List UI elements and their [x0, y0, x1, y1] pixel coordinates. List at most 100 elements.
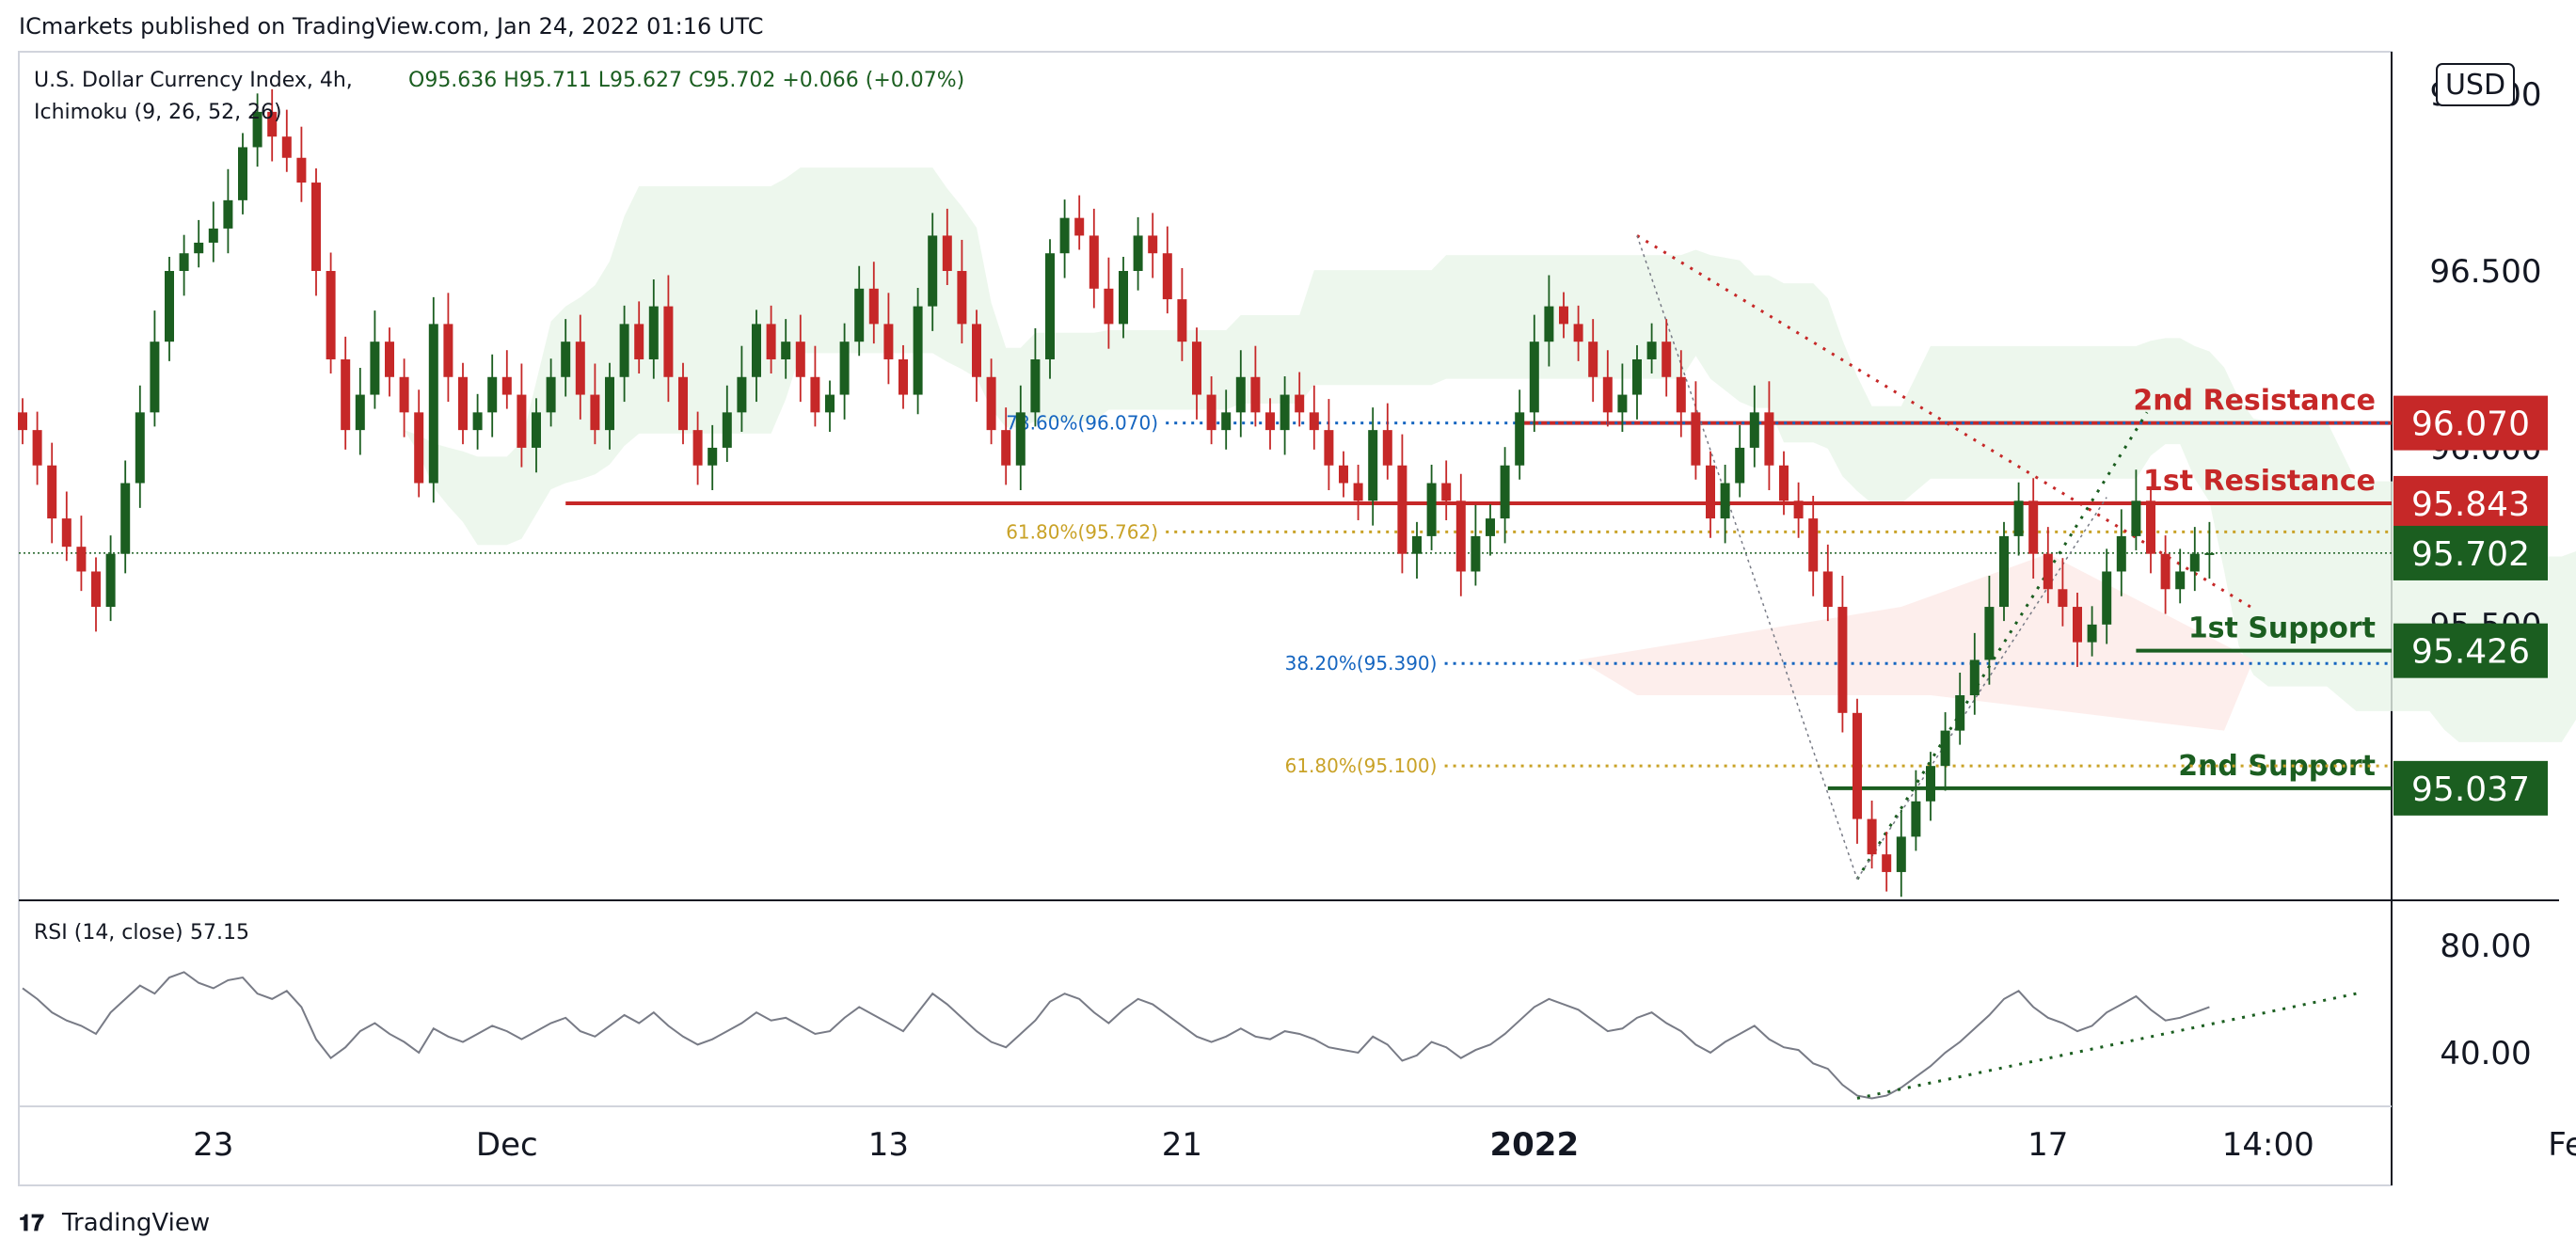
fib-label-0: 78.60%(96.070) [1006, 412, 1158, 435]
candle-body-58 [868, 288, 879, 325]
candle-body-37 [561, 342, 571, 377]
candle-body-108 [1602, 376, 1613, 413]
candle-body-48 [722, 412, 732, 448]
price-tags: 96.070 95.843 95.702 95.426 95.037 [2393, 395, 2548, 816]
candle-body-122 [1808, 518, 1819, 572]
candle-body-75 [1119, 271, 1128, 325]
candle-body-113 [1676, 376, 1686, 413]
time-tick-4: 2022 [1489, 1126, 1579, 1164]
candle-body-116 [1720, 483, 1730, 519]
candle-body-39 [590, 394, 600, 431]
candlesticks [18, 88, 2215, 898]
price-tag-label-0: 96.070 [2411, 405, 2530, 444]
time-tick-7: Feb [2548, 1126, 2576, 1164]
ichimoku-cloud [404, 167, 2576, 742]
candle-body-146 [2160, 553, 2171, 590]
candle-body-72 [1074, 217, 1085, 236]
time-tick-5: 17 [2027, 1126, 2068, 1164]
candle-body-120 [1779, 465, 1789, 501]
price-tick-1: 96.500 [2430, 253, 2542, 291]
fib-label-2: 38.20%(95.390) [1285, 652, 1438, 675]
candle-body-29 [443, 324, 453, 377]
candle-body-31 [472, 412, 483, 431]
candle-body-145 [2146, 500, 2155, 554]
candle-body-110 [1632, 358, 1642, 395]
candle-body-38 [575, 342, 585, 395]
candle-body-74 [1104, 288, 1114, 325]
publisher-header: ICmarkets published on TradingView.com, … [19, 13, 763, 40]
candle-body-104 [1544, 306, 1554, 342]
candle-body-2 [47, 465, 57, 519]
candle-body-134 [1984, 607, 1995, 660]
candle-body-76 [1133, 235, 1143, 272]
candle-body-51 [766, 324, 776, 359]
candle-body-9 [150, 342, 160, 413]
price-tag-label-4: 95.037 [2411, 770, 2530, 809]
currency-badge[interactable]: USD [2436, 63, 2515, 106]
candle-body-44 [663, 306, 674, 377]
candle-body-43 [648, 306, 659, 359]
candle-body-106 [1573, 324, 1583, 342]
candle-body-93 [1382, 430, 1392, 466]
time-tick-2: 13 [868, 1126, 909, 1164]
candle-body-117 [1735, 447, 1745, 484]
candle-body-54 [810, 376, 820, 413]
candle-body-70 [1045, 253, 1055, 359]
candle-body-87 [1295, 394, 1305, 413]
legend-indicator: Ichimoku (9, 26, 52, 26) [34, 101, 282, 124]
candle-body-71 [1059, 217, 1070, 254]
candle-body-100 [1486, 518, 1495, 536]
candle-body-17 [267, 111, 278, 137]
price-tag-bg-3 [2393, 623, 2548, 678]
rsi-value: 57.15 [190, 921, 249, 945]
candle-body-60 [898, 358, 908, 395]
rsi-pane [22, 971, 2357, 1100]
candle-body-114 [1691, 412, 1701, 466]
candle-body-85 [1265, 412, 1275, 431]
candle-body-66 [986, 376, 996, 431]
candle-body-42 [634, 324, 644, 359]
candle-body-1 [32, 430, 42, 466]
candle-body-61 [913, 306, 923, 395]
candle-body-137 [2028, 500, 2039, 554]
rsi-tick-0: 80.00 [2440, 928, 2531, 965]
candle-body-25 [385, 342, 394, 377]
rsi-tick-1: 40.00 [2440, 1035, 2531, 1072]
candle-body-0 [18, 412, 27, 431]
candle-body-144 [2131, 500, 2141, 536]
candle-body-13 [208, 228, 218, 243]
candle-body-46 [692, 430, 703, 466]
candle-body-22 [341, 358, 351, 431]
candle-body-115 [1706, 465, 1715, 519]
candle-body-130 [1926, 766, 1935, 802]
candle-body-10 [165, 271, 174, 342]
candle-body-140 [2073, 607, 2082, 643]
candle-body-73 [1089, 235, 1099, 289]
candle-body-27 [414, 412, 424, 484]
legend-symbol: U.S. Dollar Currency Index, 4h, [34, 69, 353, 92]
legend-ohlc: O95.636 H95.711 L95.627 C95.702 +0.066 (… [408, 69, 964, 92]
candle-body-121 [1793, 500, 1804, 519]
candle-body-52 [781, 342, 791, 359]
fib-label-3: 61.80%(95.100) [1285, 755, 1438, 777]
candle-body-119 [1764, 412, 1774, 466]
candle-body-12 [194, 242, 204, 254]
candle-body-28 [428, 324, 438, 484]
tradingview-logo[interactable]: 𝟏𝟕 TradingView [19, 1209, 210, 1237]
candle-body-96 [1426, 483, 1437, 536]
candle-body-24 [370, 342, 380, 395]
candle-body-128 [1896, 836, 1906, 872]
time-tick-3: 21 [1162, 1126, 1202, 1164]
candle-body-91 [1353, 483, 1363, 501]
candle-body-149 [2204, 552, 2215, 555]
candle-body-65 [972, 324, 981, 377]
candle-body-11 [179, 253, 189, 272]
candle-body-32 [487, 376, 498, 413]
time-tick-1: Dec [476, 1126, 538, 1164]
time-tick-6: 14:00 [2222, 1126, 2314, 1164]
candle-body-142 [2102, 571, 2112, 625]
candle-body-5 [91, 571, 101, 608]
candle-body-68 [1015, 412, 1026, 466]
candle-body-57 [854, 288, 865, 342]
candle-body-90 [1339, 465, 1348, 484]
